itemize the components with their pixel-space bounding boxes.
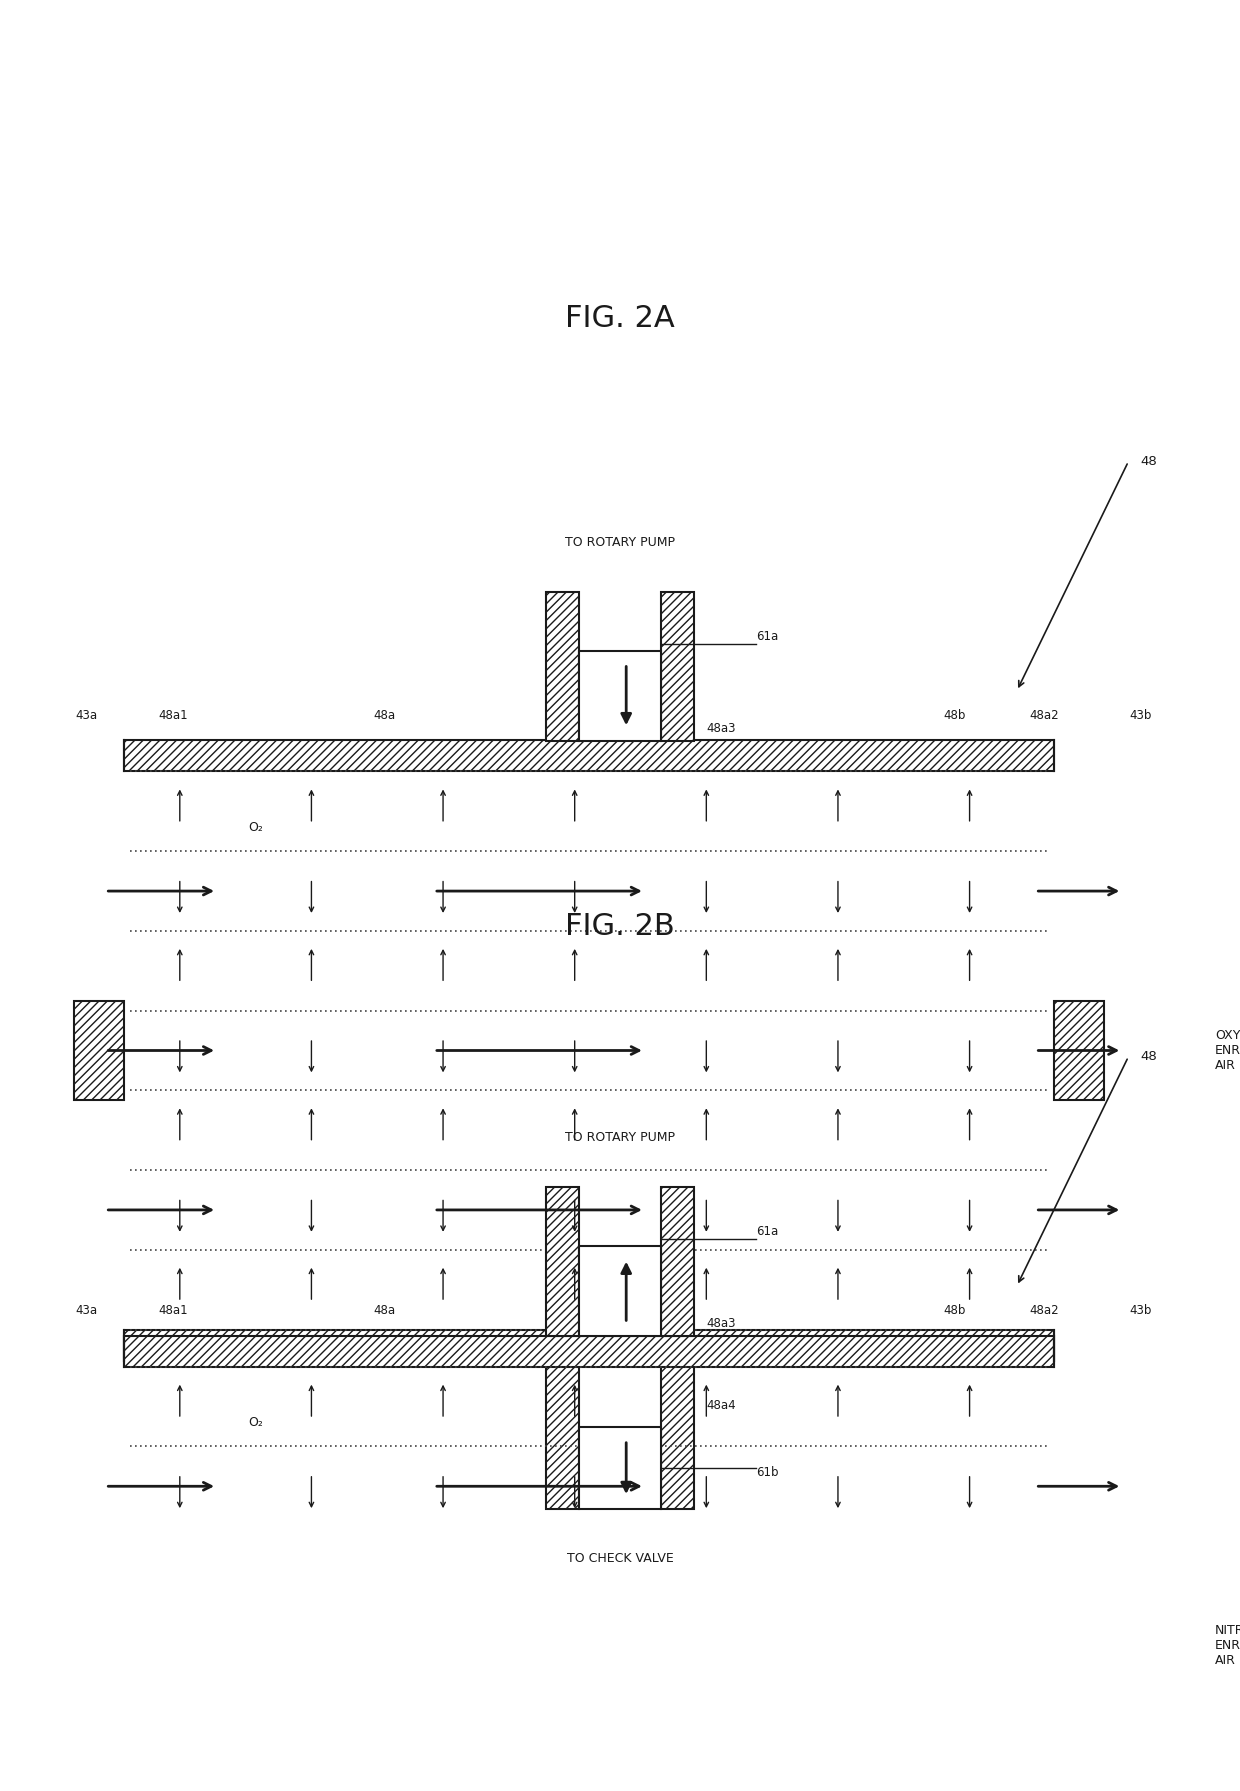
- Text: 48a: 48a: [373, 709, 396, 722]
- Text: TO ROTARY PUMP: TO ROTARY PUMP: [565, 536, 675, 548]
- Bar: [124, 740, 1054, 772]
- Text: 48b: 48b: [944, 709, 966, 722]
- Text: 48a2: 48a2: [1029, 1304, 1059, 1318]
- Bar: [546, 1361, 579, 1510]
- Bar: [1054, 1596, 1104, 1696]
- Text: 61a: 61a: [756, 630, 779, 643]
- Bar: [74, 1001, 124, 1100]
- Bar: [661, 1187, 694, 1336]
- Text: TO CHECK VALVE: TO CHECK VALVE: [567, 1553, 673, 1565]
- Text: 48: 48: [1141, 455, 1158, 467]
- Text: 48a4: 48a4: [707, 1399, 737, 1411]
- Text: 48a: 48a: [373, 1304, 396, 1318]
- Text: 43b: 43b: [1130, 709, 1152, 722]
- Text: O₂: O₂: [248, 1417, 263, 1429]
- Bar: [124, 1336, 1054, 1367]
- Text: O₂: O₂: [248, 820, 263, 835]
- Bar: [661, 591, 694, 740]
- Text: 43a: 43a: [76, 1304, 98, 1318]
- Bar: [79, 1601, 119, 1691]
- Bar: [579, 1247, 661, 1336]
- Bar: [1059, 1007, 1099, 1094]
- Text: 48b: 48b: [944, 1304, 966, 1318]
- Text: 48a3: 48a3: [707, 1316, 737, 1329]
- Bar: [74, 1596, 124, 1696]
- Text: 48a3: 48a3: [707, 722, 737, 734]
- Text: OXYGEN-
ENRICHED
AIR: OXYGEN- ENRICHED AIR: [1215, 1030, 1240, 1073]
- Bar: [124, 1329, 1054, 1361]
- Text: 61a: 61a: [756, 1225, 779, 1238]
- Bar: [79, 1007, 119, 1094]
- Text: 61b: 61b: [756, 1465, 779, 1479]
- Text: 48a1: 48a1: [159, 1304, 188, 1318]
- Text: 48a1: 48a1: [159, 709, 188, 722]
- Bar: [579, 1427, 661, 1510]
- Text: FIG. 2B: FIG. 2B: [565, 912, 675, 940]
- Bar: [1054, 1001, 1104, 1100]
- Bar: [579, 652, 661, 740]
- Text: 48a2: 48a2: [1029, 709, 1059, 722]
- Text: 48: 48: [1141, 1050, 1158, 1064]
- Bar: [546, 1187, 579, 1336]
- Text: TO ROTARY PUMP: TO ROTARY PUMP: [565, 1130, 675, 1144]
- Text: NITROGEN-
ENRICHED
AIR: NITROGEN- ENRICHED AIR: [1215, 1624, 1240, 1667]
- Text: 43b: 43b: [1130, 1304, 1152, 1318]
- Text: 43a: 43a: [76, 709, 98, 722]
- Bar: [1059, 1601, 1099, 1691]
- Bar: [661, 1361, 694, 1510]
- Bar: [546, 591, 579, 740]
- Text: FIG. 2A: FIG. 2A: [565, 304, 675, 333]
